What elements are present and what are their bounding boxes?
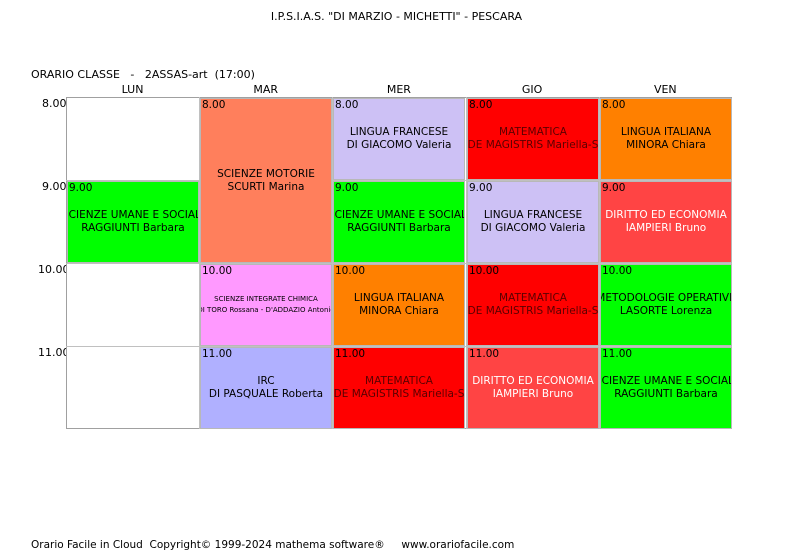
lesson-start-time: 8.00 (602, 99, 626, 111)
lesson-subject: SCIENZE MOTORIE (217, 167, 315, 180)
lesson-teacher: DI GIACOMO Valeria (346, 139, 452, 151)
lesson-subject: LINGUA ITALIANA (620, 126, 712, 138)
lesson-start-time: 9.00 (602, 182, 626, 194)
lesson-cell[interactable]: 11.00 SCIENZE UMANE E SOCIALI RAGGIUNTI Ba… (600, 347, 732, 429)
lesson-start-time: 11.00 (335, 348, 366, 360)
row-separator (66, 346, 732, 347)
lesson-teacher: DE MAGISTRIS Mariella-S (467, 139, 599, 151)
lesson-cell[interactable]: 10.00 SCIENZE INTEGRATE CHIMICA DI TORO Ro… (200, 264, 332, 346)
class-heading: ORARIO CLASSE - 2ASSAS-art (17:00) (31, 68, 255, 81)
hour-label: 9.00 (42, 180, 67, 193)
lesson-subject: SCIENZE UMANE E SOCIALI (333, 209, 465, 221)
lesson-subject: LINGUA FRANCESE (349, 126, 449, 138)
lesson-teacher: RAGGIUNTI Barbara (614, 388, 718, 400)
lesson-subject: DIRITTO ED ECONOMIA (472, 375, 594, 387)
lesson-cell[interactable]: 9.00 SCIENZE UMANE E SOCIALI RAGGIUNTI Bar… (333, 181, 465, 263)
lesson-cell[interactable]: 11.00 IRC DI PASQUALE Roberta (200, 347, 332, 429)
lesson-cell[interactable]: 9.00 LINGUA FRANCESE DI GIACOMO Valeria (467, 181, 599, 263)
lesson-subject: METODOLOGIE OPERATIVE (600, 292, 732, 304)
lesson-start-time: 8.00 (469, 99, 493, 111)
lesson-teacher: RAGGIUNTI Barbara (347, 222, 451, 234)
lesson-start-time: 10.00 (469, 265, 500, 277)
lesson-subject: DIRITTO ED ECONOMIA (605, 209, 727, 221)
lesson-start-time: 10.00 (202, 265, 233, 277)
lesson-teacher: RAGGIUNTI Barbara (81, 222, 185, 234)
lesson-subject: MATEMATICA (365, 375, 433, 387)
lesson-start-time: 8.00 (202, 99, 226, 111)
lesson-cell[interactable]: 11.00 DIRITTO ED ECONOMIA IAMPIERI Bruno (467, 347, 599, 429)
lesson-teacher: SCURTI Marina (227, 180, 305, 193)
lesson-cell[interactable]: 9.00 DIRITTO ED ECONOMIA IAMPIERI Bruno (600, 181, 732, 263)
lesson-subject: IRC (257, 375, 275, 387)
footer-copyright: Orario Facile in Cloud Copyright© 1999-2… (31, 539, 515, 551)
lesson-cell[interactable]: 10.00 LINGUA ITALIANA MINORA Chiara (333, 264, 465, 346)
row-separator (66, 263, 732, 264)
lesson-subject: SCIENZE INTEGRATE CHIMICA (214, 295, 318, 303)
lesson-cell[interactable]: 10.00 METODOLOGIE OPERATIVE LASORTE Lorenz… (600, 264, 732, 346)
row-separator (66, 180, 732, 181)
lesson-cell[interactable]: 8.00 SCIENZE MOTORIE SCURTI Marina (200, 98, 332, 263)
lesson-teacher: IAMPIERI Bruno (492, 388, 574, 400)
lesson-teacher: MINORA Chiara (626, 139, 706, 151)
lesson-cell[interactable]: 8.00 MATEMATICA DE MAGISTRIS Mariella-S (467, 98, 599, 180)
lesson-subject: LINGUA ITALIANA (353, 292, 445, 304)
hour-label: 8.00 (42, 97, 67, 110)
lesson-teacher: DI TORO Rossana - D'ADDAZIO Antonio (200, 306, 332, 314)
lesson-cell[interactable]: 8.00 LINGUA FRANCESE DI GIACOMO Valeria (333, 98, 465, 180)
day-header-mer: MER (386, 83, 411, 96)
lesson-cell[interactable]: 10.00 MATEMATICA DE MAGISTRIS Mariella-S (467, 264, 599, 346)
lesson-teacher: DI GIACOMO Valeria (480, 222, 586, 234)
day-header-ven: VEN (653, 83, 677, 96)
lesson-cell[interactable]: 9.00 SCIENZE UMANE E SOCIALI RAGGIUNTI Bar… (67, 181, 199, 263)
lesson-teacher: DE MAGISTRIS Mariella-S (333, 388, 465, 400)
lesson-start-time: 11.00 (202, 348, 233, 360)
hour-label: 11.00 (38, 346, 70, 359)
lesson-subject: LINGUA FRANCESE (483, 209, 583, 221)
lesson-teacher: DE MAGISTRIS Mariella-S (467, 305, 599, 317)
lesson-start-time: 11.00 (469, 348, 500, 360)
lesson-subject: MATEMATICA (499, 292, 567, 304)
lesson-subject: SCIENZE UMANE E SOCIALI (600, 375, 732, 387)
lesson-teacher: IAMPIERI Bruno (625, 222, 707, 234)
lesson-teacher: MINORA Chiara (359, 305, 439, 317)
lesson-start-time: 11.00 (602, 348, 633, 360)
day-header-mar: MAR (253, 83, 279, 96)
lesson-cell[interactable]: 8.00 LINGUA ITALIANA MINORA Chiara (600, 98, 732, 180)
hour-label: 10.00 (38, 263, 70, 276)
lesson-subject: SCIENZE UMANE E SOCIALI (67, 209, 199, 221)
lesson-subject: MATEMATICA (499, 126, 567, 138)
lesson-start-time: 9.00 (335, 182, 359, 194)
lesson-teacher: LASORTE Lorenza (619, 305, 713, 317)
lesson-start-time: 10.00 (335, 265, 366, 277)
lesson-start-time: 10.00 (602, 265, 633, 277)
day-header-gio: GIO (521, 83, 543, 96)
lesson-start-time: 9.00 (69, 182, 93, 194)
lesson-teacher: DI PASQUALE Roberta (208, 388, 324, 400)
school-title: I.P.S.I.A.S. "DI MARZIO - MICHETTI" - PE… (270, 10, 523, 23)
lesson-start-time: 9.00 (469, 182, 493, 194)
lesson-start-time: 8.00 (335, 99, 359, 111)
lesson-cell[interactable]: 11.00 MATEMATICA DE MAGISTRIS Mariella-S (333, 347, 465, 429)
day-header-lun: LUN (121, 83, 144, 96)
